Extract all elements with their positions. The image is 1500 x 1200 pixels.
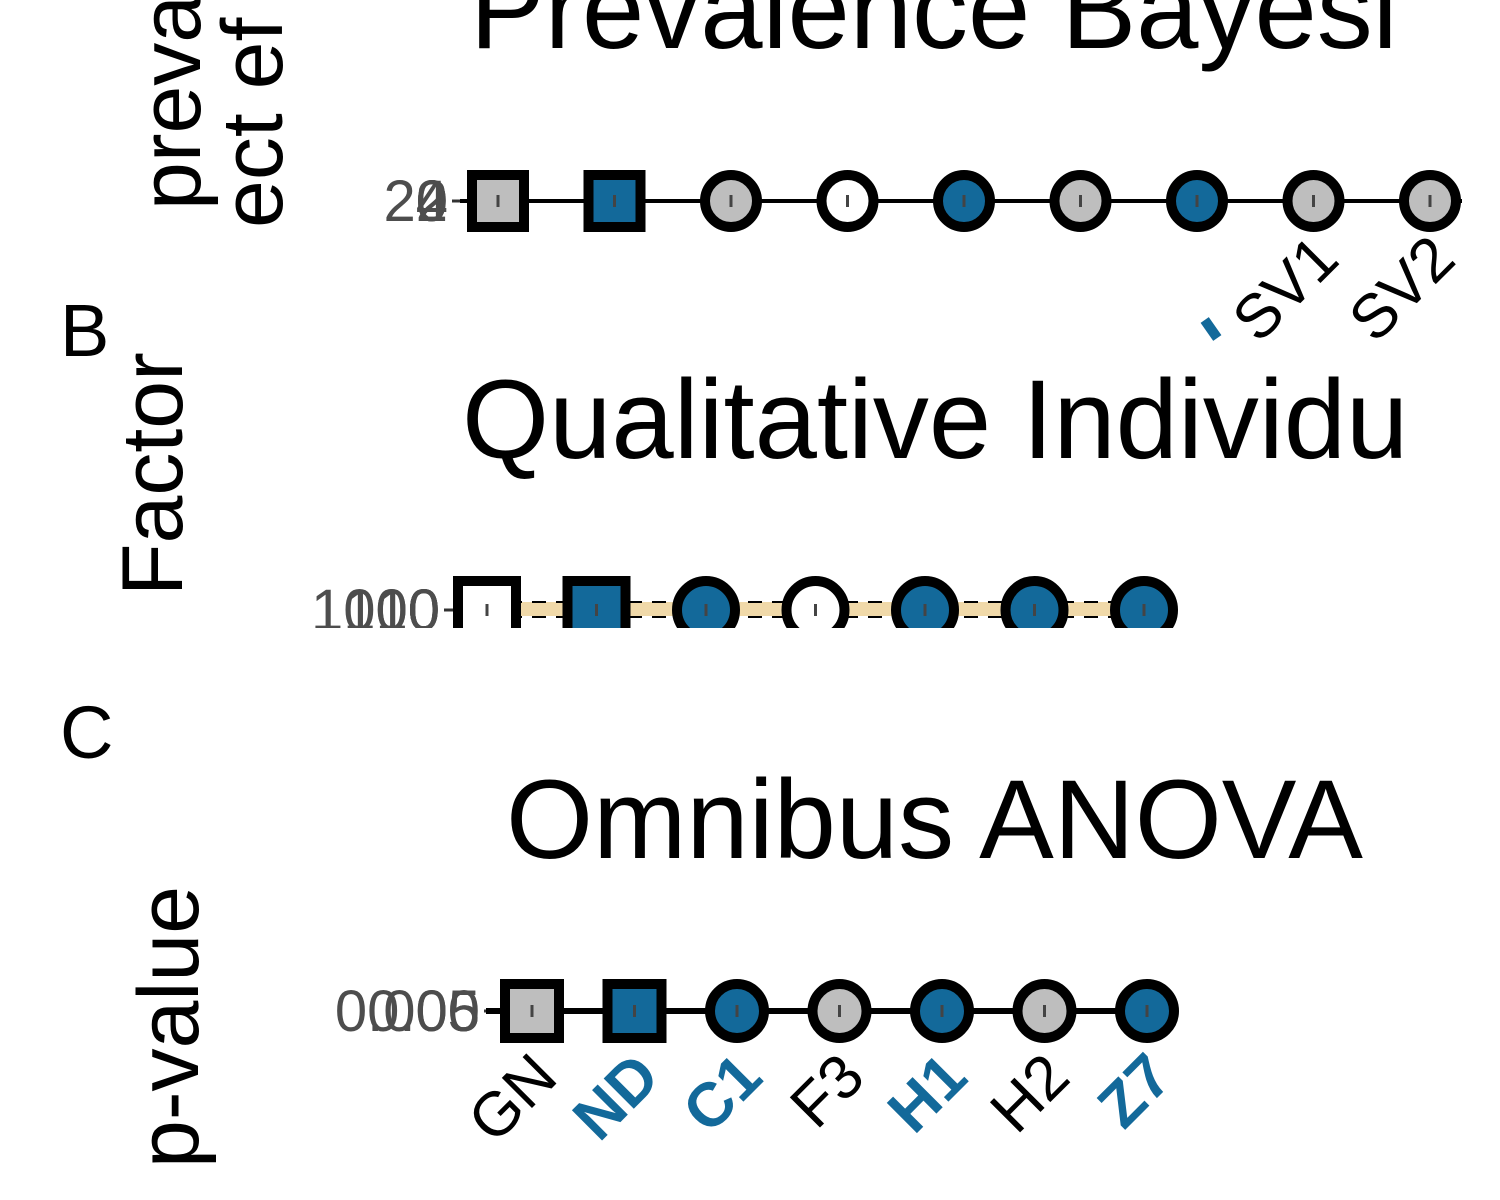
- panel-c-x-tick-label-0: GN: [455, 1041, 570, 1156]
- panel-c-title: Omnibus ANOVA: [506, 757, 1363, 882]
- panel-c-x-tick-label-2: C1: [670, 1041, 775, 1146]
- panel-b-ylabel: Factor: [105, 352, 201, 596]
- panel-c-x-tick-label-1: ND: [560, 1041, 672, 1153]
- panel-a-points: [467, 170, 1461, 232]
- panel-c-points: [500, 979, 1179, 1043]
- panel-b-title: Qualitative Individu: [462, 357, 1408, 482]
- panel-a-y-tick-label-1: 2: [416, 169, 448, 234]
- panel-a-x-tick-label-7: SV1: [1220, 223, 1352, 355]
- panel-c-x-tick-label-6: Z7: [1085, 1041, 1185, 1141]
- panel-a-y-tick-label-3: 20: [383, 169, 448, 234]
- panel-a-title: Prevalence Bayesi: [470, 0, 1398, 72]
- panel-a-point-1-square: [583, 170, 646, 232]
- panel-b-letter: B: [60, 289, 109, 372]
- panel-c-y-tick-label-1: 0.005: [335, 979, 480, 1044]
- panel-a-ylabel-line-1: preva: [123, 0, 219, 210]
- panel-c-y-tick-label-2: 0.05: [367, 979, 480, 1044]
- panel-c-x-tick-label-3: F3: [777, 1041, 877, 1141]
- panel-a-x-tick-label-8: SV2: [1336, 223, 1468, 355]
- panel-c-letter: C: [60, 691, 113, 774]
- panel-a-ylabel-line-2: ect ef: [205, 17, 301, 228]
- panel-c-x-tick-label-4: H1: [875, 1041, 980, 1146]
- panel-b-clip-mask: [0, 628, 1500, 688]
- panel-a-clipped-label-fragment: [1200, 317, 1222, 341]
- panel-c-y-tick-label-0: 0: [448, 979, 480, 1044]
- panel-b-points: [453, 576, 1178, 644]
- panel-a-y-tick-label-0: 0: [416, 169, 448, 234]
- panel-c-x-tick-label-5: H2: [978, 1041, 1083, 1146]
- panel-a-y-tick-label-2: 4: [416, 169, 448, 234]
- panel-c-ylabel: p-value: [121, 886, 217, 1168]
